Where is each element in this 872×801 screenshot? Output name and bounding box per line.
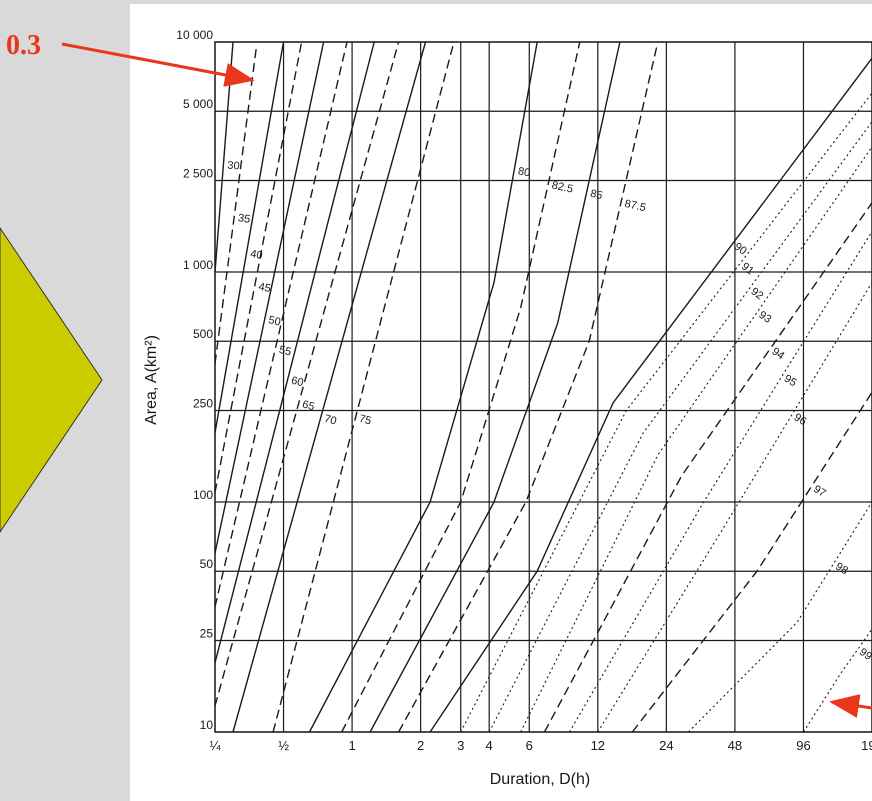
series-label-96: 96: [792, 411, 809, 428]
series-line-60: [214, 41, 375, 663]
series-label-90: 90: [732, 241, 749, 258]
series-line-95: [568, 231, 872, 733]
x-tick-label: 1: [348, 738, 355, 753]
series-label-70: 70: [323, 413, 338, 428]
series-line-85: [369, 41, 621, 733]
x-tick-label: 192: [861, 738, 872, 753]
series-label-50: 50: [267, 314, 281, 328]
series-line-80: [308, 41, 538, 733]
series-label-97: 97: [811, 483, 828, 500]
annotation-arrow-top: [61, 42, 255, 87]
x-tick-label: ¼: [210, 738, 221, 753]
x-tick-label: 4: [486, 738, 493, 753]
series-label-87.5: 87.5: [623, 198, 647, 214]
series-label-95: 95: [782, 373, 799, 390]
y-tick-label: 500: [193, 327, 213, 341]
series-label-80: 80: [517, 165, 531, 179]
series-line-98: [688, 501, 872, 733]
series-label-91: 91: [739, 261, 756, 278]
ticks-layer: ¼½12346122448961921025501002505001 0002 …: [176, 28, 872, 753]
series-label-92: 92: [748, 286, 765, 303]
x-tick-label: 3: [457, 738, 464, 753]
series-label-55: 55: [278, 344, 293, 358]
series-label-98: 98: [833, 560, 850, 577]
series-line-65: [214, 41, 400, 706]
grid-layer: [214, 41, 872, 733]
y-tick-label: 5 000: [183, 97, 213, 111]
series-label-94: 94: [770, 346, 787, 363]
x-tick-label: 48: [728, 738, 742, 753]
y-axis-title: Area, A(km²): [143, 335, 160, 425]
x-tick-label: 2: [417, 738, 424, 753]
series-label-45: 45: [257, 281, 271, 295]
y-tick-label: 25: [200, 626, 214, 640]
series-line-92: [488, 121, 872, 733]
chevron-shape: [0, 227, 103, 533]
y-tick-label: 10 000: [176, 28, 213, 42]
series-line-94: [543, 202, 872, 733]
series-line-97: [631, 391, 872, 733]
x-tick-label: 12: [591, 738, 605, 753]
series-label-60: 60: [290, 375, 305, 390]
x-tick-label: 6: [526, 738, 533, 753]
series-line-82.5: [341, 41, 581, 733]
x-tick-label: 24: [659, 738, 673, 753]
series-line-99: [803, 628, 872, 733]
x-tick-label: ½: [278, 738, 289, 753]
series-line-96: [597, 282, 872, 733]
series-label-93: 93: [756, 309, 773, 326]
series-line-55: [214, 41, 348, 608]
series-line-91: [460, 92, 872, 733]
annotation-arrow-bottom: [829, 694, 872, 718]
series-line-87.5: [397, 41, 659, 733]
y-tick-label: 250: [193, 396, 213, 410]
chart-panel: 30 35 40 45 50 55 60 65 70 75 80 82.5 85 87.5 90 91 92 93…: [130, 4, 872, 801]
series-line-35: [214, 47, 258, 364]
series-label-85: 85: [589, 188, 604, 202]
plot-frame: [214, 41, 872, 733]
series-line-90: [429, 57, 872, 733]
y-tick-label: 50: [200, 557, 214, 571]
y-tick-label: 1 000: [183, 258, 213, 272]
y-tick-label: 100: [193, 488, 213, 502]
y-tick-label: 2 500: [183, 166, 213, 180]
annotation-label: 0.3: [6, 30, 41, 61]
series-label-65: 65: [301, 398, 316, 413]
series-label-75: 75: [358, 413, 373, 428]
series-line-50: [214, 41, 325, 554]
series-line-40: [214, 41, 285, 433]
y-tick-label: 10: [200, 718, 214, 732]
series-line-45: [214, 41, 303, 493]
series-line-75: [272, 41, 455, 733]
series-label-30: 30: [227, 160, 240, 173]
series-label-35: 35: [237, 212, 251, 225]
series-line-70: [232, 41, 427, 733]
x-tick-label: 96: [796, 738, 810, 753]
series-label-82.5: 82.5: [551, 179, 575, 195]
x-axis-title: Duration, D(h): [490, 771, 590, 788]
